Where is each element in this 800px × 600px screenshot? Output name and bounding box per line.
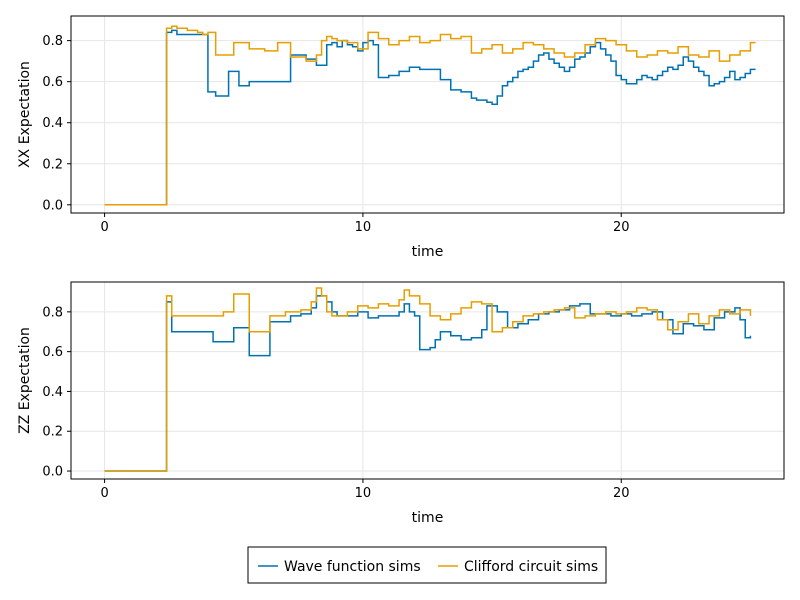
x-tick-label: 0 — [100, 220, 108, 235]
series-line-clifford-circuit-sims — [104, 25, 756, 206]
y-tick-label: 0.4 — [42, 116, 63, 131]
x-tick-label: 10 — [355, 486, 372, 501]
series-line-wave-function-sims — [104, 295, 752, 472]
y-tick-label: 0.2 — [42, 157, 63, 172]
xx-expectation-plot: 0 10 20 0.0 0.2 0.4 0.6 0.8 time XX Expectation — [17, 15, 785, 260]
x-tick-label: 10 — [355, 220, 372, 235]
plot-frame — [70, 281, 785, 480]
series-line-clifford-circuit-sims — [104, 287, 752, 472]
plot-frame — [70, 15, 785, 214]
legend-label-wave-function: Wave function sims — [284, 559, 421, 575]
y-tick-label: 0.4 — [42, 385, 63, 400]
y-tick-label: 0.8 — [42, 305, 63, 320]
y-tick-label: 0.2 — [42, 425, 63, 440]
y-axis-label: XX Expectation — [17, 61, 33, 168]
y-tick-label: 0.6 — [42, 75, 63, 90]
series-line-wave-function-sims — [104, 29, 756, 206]
y-tick-label: 0.6 — [42, 345, 63, 360]
zz-expectation-plot: 0 10 20 0.0 0.2 0.4 0.6 0.8 time ZZ Expectation — [17, 281, 785, 526]
y-tick-label: 0.0 — [42, 198, 63, 213]
x-axis-label: time — [412, 244, 444, 260]
y-axis-label: ZZ Expectation — [17, 327, 33, 434]
x-tick-label: 20 — [613, 486, 630, 501]
legend-frame — [247, 546, 607, 584]
y-tick-label: 0.0 — [42, 465, 63, 480]
legend-label-clifford-circuit: Clifford circuit sims — [464, 559, 598, 575]
legend: Wave function sims Clifford circuit sims — [247, 546, 607, 584]
x-tick-label: 0 — [100, 486, 108, 501]
x-axis-label: time — [412, 510, 444, 526]
x-tick-label: 20 — [613, 220, 630, 235]
y-tick-label: 0.8 — [42, 34, 63, 49]
